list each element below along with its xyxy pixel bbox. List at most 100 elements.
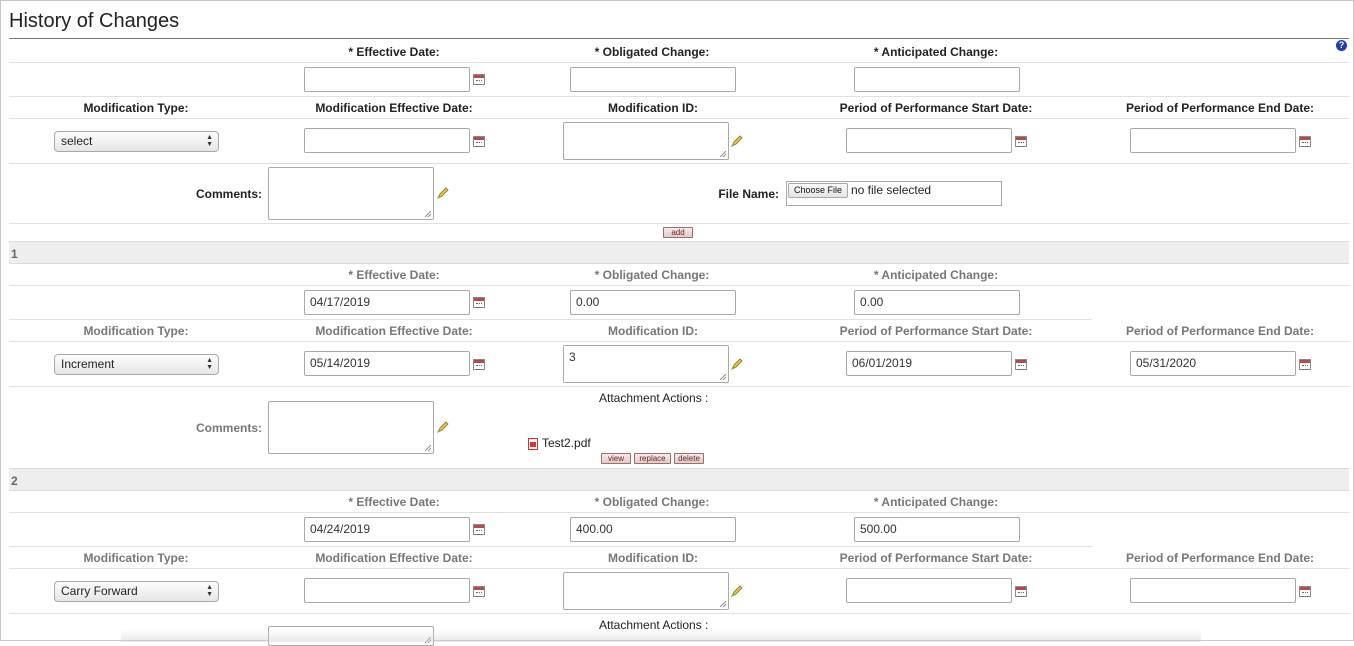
divider (9, 386, 1349, 387)
anticipated-change-label: * Anticipated Change: (873, 268, 999, 282)
effective-date-input[interactable]: 04/17/2019 (304, 290, 470, 315)
modification-effective-date-label: Modification Effective Date: (315, 324, 473, 338)
modification-effective-date-input[interactable] (304, 578, 470, 603)
calendar-icon[interactable] (1015, 136, 1027, 147)
divider (9, 96, 1349, 97)
add-button[interactable]: add (663, 227, 693, 238)
modification-type-label: Modification Type: (83, 551, 189, 565)
entry-band (9, 241, 1349, 264)
effective-date-input[interactable] (304, 67, 470, 92)
modification-id-textarea[interactable]: 3 (563, 345, 729, 383)
anticipated-change-input[interactable] (854, 67, 1020, 92)
pencil-edit-icon[interactable] (730, 584, 744, 598)
effective-date-label: * Effective Date: (348, 495, 440, 509)
pop-end-label: Period of Performance End Date: (1125, 324, 1315, 338)
modification-effective-date-label: Modification Effective Date: (315, 551, 473, 565)
page-title: History of Changes (9, 10, 180, 32)
calendar-icon[interactable] (473, 297, 485, 308)
obligated-change-input[interactable]: 400.00 (570, 517, 736, 542)
calendar-icon[interactable] (1299, 359, 1311, 370)
obligated-change-label: * Obligated Change: (594, 495, 710, 509)
divider (9, 341, 1349, 342)
divider (9, 62, 1349, 63)
view-attachment-button[interactable]: view (601, 453, 631, 464)
modification-effective-date-input[interactable] (304, 128, 470, 153)
scroll-fade-shadow (121, 629, 1201, 642)
modification-type-select[interactable]: select ▲ ▼ (54, 131, 219, 152)
calendar-icon[interactable] (1299, 136, 1311, 147)
modification-id-label: Modification ID: (608, 101, 698, 115)
obligated-change-label: * Obligated Change: (594, 45, 710, 59)
effective-date-input[interactable]: 04/24/2019 (304, 517, 470, 542)
entry-number: 1 (11, 247, 18, 261)
effective-date-label: * Effective Date: (348, 45, 440, 59)
pencil-edit-icon[interactable] (730, 134, 744, 148)
modification-id-textarea[interactable] (563, 122, 729, 160)
pop-start-label: Period of Performance Start Date: (839, 324, 1033, 338)
modification-id-label: Modification ID: (608, 551, 698, 565)
selected-value: Increment (61, 357, 115, 371)
choose-file-button[interactable]: Choose File (788, 183, 849, 198)
anticipated-change-input[interactable]: 0.00 (854, 290, 1020, 315)
pop-end-input[interactable]: 05/31/2020 (1130, 351, 1296, 376)
pop-start-input[interactable] (846, 578, 1012, 603)
pencil-edit-icon[interactable] (730, 357, 744, 371)
calendar-icon[interactable] (1015, 586, 1027, 597)
entry-band (9, 468, 1349, 491)
comments-textarea[interactable] (268, 401, 434, 454)
attachment-actions-label: Attachment Actions : (599, 618, 709, 632)
selected-value: select (61, 134, 93, 148)
title-divider (9, 38, 1349, 39)
updown-arrow-icon: ▲ ▼ (206, 357, 213, 371)
pop-end-label: Period of Performance End Date: (1125, 551, 1315, 565)
attachment-file-link[interactable]: Test2.pdf (542, 436, 591, 450)
updown-arrow-icon: ▲ ▼ (206, 134, 213, 148)
pop-end-input[interactable] (1130, 578, 1296, 603)
pop-end-label: Period of Performance End Date: (1125, 101, 1315, 115)
calendar-icon[interactable] (473, 359, 485, 370)
pop-start-label: Period of Performance Start Date: (839, 551, 1033, 565)
modification-id-label: Modification ID: (608, 324, 698, 338)
calendar-icon[interactable] (473, 586, 485, 597)
help-icon[interactable]: ? (1336, 40, 1347, 51)
attachment-actions-label: Attachment Actions : (599, 391, 709, 405)
pop-end-input[interactable] (1130, 128, 1296, 153)
obligated-change-input[interactable]: 0.00 (570, 290, 736, 315)
file-name-label: File Name: (718, 187, 779, 201)
modification-id-textarea[interactable] (563, 572, 729, 610)
modification-type-select[interactable]: Increment ▲ ▼ (54, 354, 219, 375)
modification-type-label: Modification Type: (83, 324, 189, 338)
pencil-edit-icon[interactable] (436, 420, 450, 434)
obligated-change-input[interactable] (570, 67, 736, 92)
divider (9, 163, 1349, 164)
calendar-icon[interactable] (1015, 359, 1027, 370)
pop-start-input[interactable] (846, 128, 1012, 153)
pop-start-label: Period of Performance Start Date: (839, 101, 1033, 115)
divider (9, 223, 1349, 224)
replace-attachment-button[interactable]: replace (634, 453, 671, 464)
comments-textarea[interactable] (268, 167, 434, 220)
anticipated-change-label: * Anticipated Change: (873, 495, 999, 509)
calendar-icon[interactable] (473, 524, 485, 535)
pencil-edit-icon[interactable] (436, 186, 450, 200)
divider (9, 118, 1349, 119)
modification-effective-date-input[interactable]: 05/14/2019 (304, 351, 470, 376)
modification-type-select[interactable]: Carry Forward ▲ ▼ (54, 581, 219, 602)
delete-attachment-button[interactable]: delete (674, 453, 704, 464)
pdf-file-icon (528, 438, 538, 450)
pop-start-input[interactable]: 06/01/2019 (846, 351, 1012, 376)
divider (9, 546, 1092, 547)
obligated-change-label: * Obligated Change: (594, 268, 710, 282)
divider (9, 568, 1349, 569)
file-status-text: no file selected (851, 183, 932, 197)
calendar-icon[interactable] (473, 74, 485, 85)
divider (9, 512, 1349, 513)
anticipated-change-label: * Anticipated Change: (873, 45, 999, 59)
calendar-icon[interactable] (473, 136, 485, 147)
calendar-icon[interactable] (1299, 586, 1311, 597)
modification-effective-date-label: Modification Effective Date: (315, 101, 473, 115)
comments-label: Comments: (195, 421, 262, 435)
anticipated-change-input[interactable]: 500.00 (854, 517, 1020, 542)
divider (9, 613, 1349, 614)
comments-label: Comments: (195, 187, 262, 201)
